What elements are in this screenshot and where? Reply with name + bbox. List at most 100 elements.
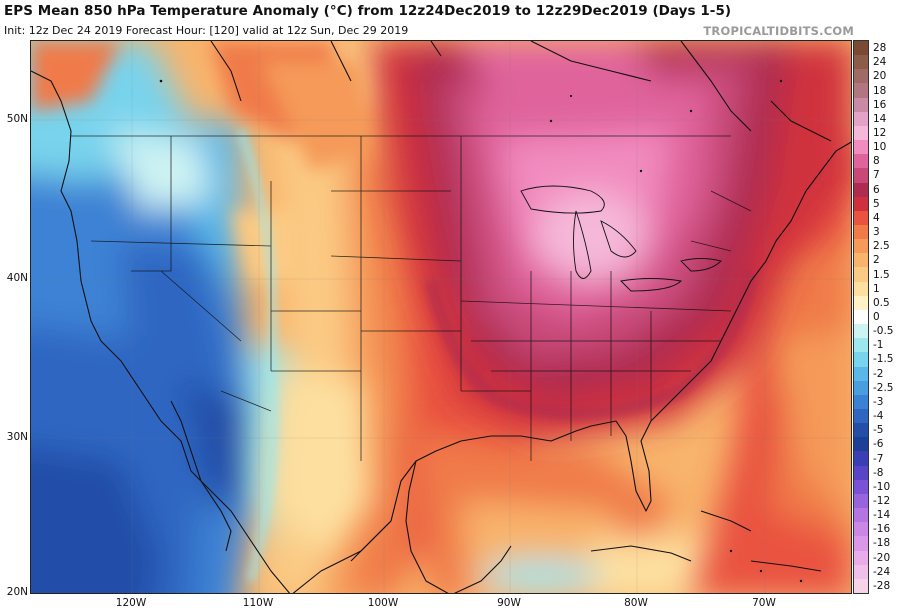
colorbar-level-label: -1.5 bbox=[873, 353, 894, 366]
map-title: EPS Mean 850 hPa Temperature Anomaly (°C… bbox=[4, 3, 732, 19]
graticule bbox=[31, 41, 851, 593]
colorbar-level-label: 14 bbox=[873, 112, 887, 125]
colorbar-swatch bbox=[854, 479, 868, 495]
lat-label-30n: 30N bbox=[6, 431, 28, 443]
colorbar bbox=[853, 40, 869, 594]
colorbar-swatch bbox=[854, 380, 868, 396]
colorbar-level-label: 0.5 bbox=[873, 296, 890, 309]
lon-label-90w: 90W bbox=[497, 597, 521, 609]
colorbar-swatch bbox=[854, 168, 868, 184]
colorbar-level-label: -2.5 bbox=[873, 381, 894, 394]
colorbar-swatch bbox=[854, 253, 868, 268]
colorbar-level-label: 28 bbox=[873, 42, 887, 55]
colorbar-level-label: -16 bbox=[873, 523, 891, 536]
colorbar-level-label: -3 bbox=[873, 395, 884, 408]
colorbar-level-label: -8 bbox=[873, 466, 884, 479]
colorbar-level-label: -5 bbox=[873, 424, 884, 437]
colorbar-level-label: -1 bbox=[873, 339, 884, 352]
colorbar-swatch bbox=[854, 97, 868, 113]
colorbar-swatch bbox=[854, 536, 868, 552]
colorbar-level-label: 1.5 bbox=[873, 268, 890, 281]
colorbar-swatch bbox=[854, 493, 868, 509]
colorbar-swatch bbox=[854, 508, 868, 523]
colorbar-level-label: 2.5 bbox=[873, 240, 890, 253]
colorbar-level-label: -28 bbox=[873, 579, 891, 592]
colorbar-level-label: -2 bbox=[873, 367, 884, 380]
colorbar-swatch bbox=[854, 423, 868, 438]
colorbar-level-label: 2 bbox=[873, 254, 880, 267]
colorbar-level-label: 12 bbox=[873, 127, 887, 139]
colorbar-level-label: 4 bbox=[873, 211, 880, 224]
lon-label-100w: 100W bbox=[367, 597, 399, 609]
colorbar-level-label: 16 bbox=[873, 98, 887, 111]
colorbar-swatch bbox=[854, 83, 868, 99]
colorbar-swatch bbox=[854, 338, 868, 353]
colorbar-swatch bbox=[854, 409, 868, 424]
lat-label-40n: 40N bbox=[6, 272, 28, 284]
colorbar-swatch bbox=[854, 210, 868, 226]
colorbar-level-label: 1 bbox=[873, 282, 880, 295]
colorbar-swatch bbox=[854, 111, 868, 127]
colorbar-swatch bbox=[854, 41, 868, 56]
colorbar-swatch bbox=[854, 125, 868, 141]
state-borders bbox=[71, 135, 752, 461]
colorbar-swatch bbox=[854, 451, 868, 467]
islands bbox=[159, 79, 803, 583]
anomaly-map bbox=[30, 40, 852, 594]
colorbar-swatch bbox=[854, 196, 868, 212]
colorbar-level-label: 10 bbox=[873, 141, 887, 154]
colorbar-swatch bbox=[854, 154, 868, 169]
colorbar-swatch bbox=[854, 465, 868, 481]
colorbar-swatch bbox=[854, 55, 868, 70]
colorbar-level-label: -24 bbox=[873, 565, 891, 578]
source-watermark: TROPICALTIDBITS.COM bbox=[703, 24, 854, 38]
anomaly-field bbox=[31, 41, 851, 593]
colorbar-level-label: -10 bbox=[873, 480, 891, 493]
lon-label-80w: 80W bbox=[624, 597, 648, 609]
colorbar-level-label: -7 bbox=[873, 452, 884, 465]
colorbar-level-label: 3 bbox=[873, 226, 880, 239]
colorbar-level-label: 0 bbox=[873, 311, 880, 323]
colorbar-swatch bbox=[854, 437, 868, 452]
colorbar-level-label: 24 bbox=[873, 56, 887, 69]
lat-label-20n: 20N bbox=[6, 586, 28, 598]
lon-label-120w: 120W bbox=[115, 597, 147, 609]
map-canvas bbox=[31, 41, 851, 593]
colorbar-level-label: 5 bbox=[873, 197, 880, 210]
colorbar-swatch bbox=[854, 564, 868, 580]
colorbar-swatch bbox=[854, 182, 868, 198]
lon-label-70w: 70W bbox=[752, 597, 776, 609]
colorbar-swatch bbox=[854, 281, 868, 297]
colorbar-level-label: -4 bbox=[873, 410, 884, 423]
colorbar-level-label: -20 bbox=[873, 551, 891, 564]
colorbar-swatch bbox=[854, 366, 868, 382]
lon-label-110w: 110W bbox=[242, 597, 274, 609]
colorbar-swatch bbox=[854, 267, 868, 283]
colorbar-swatch bbox=[854, 225, 868, 240]
colorbar-swatch bbox=[854, 324, 868, 339]
colorbar-level-label: 8 bbox=[873, 155, 880, 168]
colorbar-level-label: -0.5 bbox=[873, 325, 894, 338]
coastlines bbox=[31, 41, 851, 593]
great-lakes bbox=[520, 185, 722, 292]
colorbar-level-label: 18 bbox=[873, 84, 887, 97]
colorbar-level-label: -12 bbox=[873, 495, 891, 507]
colorbar-level-label: 20 bbox=[873, 70, 887, 83]
forecast-info: Init: 12z Dec 24 2019 Forecast Hour: [12… bbox=[4, 24, 409, 37]
colorbar-swatch bbox=[854, 239, 868, 254]
colorbar-swatch bbox=[854, 578, 868, 594]
colorbar-level-label: -14 bbox=[873, 509, 891, 522]
colorbar-level-label: -6 bbox=[873, 438, 884, 451]
colorbar-swatch bbox=[854, 140, 868, 155]
colorbar-swatch bbox=[854, 309, 868, 325]
colorbar-level-label: 7 bbox=[873, 169, 880, 182]
colorbar-level-label: 6 bbox=[873, 183, 880, 196]
colorbar-swatch bbox=[854, 352, 868, 368]
colorbar-level-label: -18 bbox=[873, 537, 891, 550]
colorbar-swatch bbox=[854, 295, 868, 311]
lat-label-50n: 50N bbox=[6, 113, 28, 125]
colorbar-swatch bbox=[854, 69, 868, 84]
colorbar-swatch bbox=[854, 550, 868, 566]
colorbar-swatch bbox=[854, 522, 868, 537]
colorbar-swatch bbox=[854, 394, 868, 410]
